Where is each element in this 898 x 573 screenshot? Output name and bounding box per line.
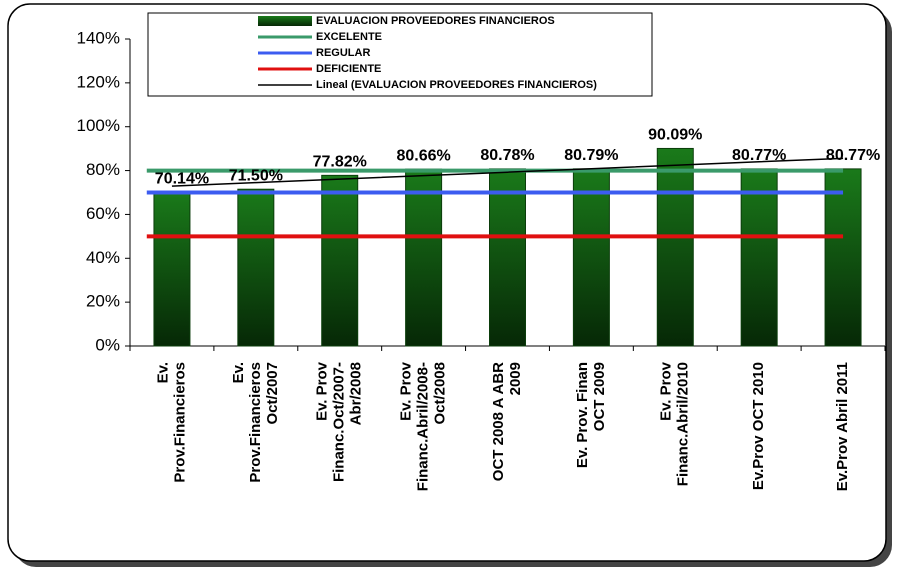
y-tick-label: 20% — [86, 292, 120, 311]
legend-label: Lineal (EVALUACION PROVEEDORES FINANCIER… — [316, 79, 597, 91]
bar — [237, 188, 275, 347]
data-label: 80.77% — [732, 147, 786, 164]
data-label: 71.50% — [229, 167, 283, 184]
legend-label: EXCELENTE — [316, 31, 382, 43]
x-tick-label: Ev. Prov. Finan OCT 2009 — [574, 362, 608, 468]
legend-label: REGULAR — [316, 47, 370, 59]
x-tick-label: Ev. Prov Financ.Abril/2010 — [658, 361, 692, 486]
line — [171, 157, 844, 187]
bar — [572, 168, 610, 347]
bar — [489, 168, 526, 347]
data-label: 77.82% — [313, 154, 367, 171]
x-tick-line: Oct/2007 — [264, 362, 281, 425]
x-tick-line: Ev.Prov Abril 2011 — [834, 362, 851, 491]
data-label: 80.78% — [480, 147, 534, 164]
bar — [321, 174, 359, 347]
x-tick-label: Ev. Prov Financ.Oct/2007- Abr/2008 — [314, 361, 365, 482]
x-tick-line: Financ.Abril/2008- — [415, 362, 432, 491]
data-label: 70.14% — [155, 170, 209, 187]
data-label: 90.09% — [648, 127, 702, 144]
bar — [153, 191, 191, 347]
x-tick-line: 2009 — [507, 362, 524, 395]
bar — [824, 168, 862, 347]
x-tick-label: Ev. Prov.Financieros Oct/2007 — [230, 362, 281, 483]
bar — [740, 168, 778, 347]
x-tick-line: OCT 2009 — [591, 362, 608, 431]
bar — [656, 147, 694, 347]
y-tick-label: 80% — [86, 160, 120, 179]
data-label: 80.79% — [564, 147, 618, 164]
x-tick-line: Prov.Financieros — [171, 362, 188, 483]
x-tick-line: Ev. — [230, 362, 247, 383]
y-tick-label: 120% — [77, 72, 120, 91]
x-tick-line: Abr/2008 — [348, 362, 365, 425]
x-tick-line: Oct/2008 — [432, 362, 449, 425]
y-tick-label: 0% — [95, 335, 120, 354]
bar — [405, 168, 443, 347]
x-tick-line: Ev. — [154, 362, 171, 383]
frame — [7, 3, 887, 562]
x-tick-line: Ev. Prov. Finan — [574, 362, 591, 468]
x-tick-line: Ev.Prov OCT 2010 — [750, 362, 767, 490]
y-tick-label: 60% — [86, 204, 120, 223]
x-tick-label: Ev.Prov OCT 2010 — [750, 362, 767, 490]
legend-label: DEFICIENTE — [316, 63, 381, 75]
x-tick-line: Ev. Prov — [398, 361, 415, 421]
x-tick-line: Ev. Prov — [314, 361, 331, 421]
data-label: 80.77% — [826, 147, 880, 164]
y-tick-label: 40% — [86, 248, 120, 267]
x-tick-line: Financ.Abril/2010 — [675, 362, 692, 486]
legend-box — [147, 12, 653, 97]
legend-swatch — [258, 16, 312, 26]
x-tick-line: OCT 2008 A ABR — [490, 362, 507, 481]
legend-label: EVALUACION PROVEEDORES FINANCIEROS — [316, 15, 555, 27]
data-label: 80.66% — [396, 147, 450, 164]
y-tick-label: 140% — [77, 28, 120, 47]
x-tick-label: Ev. Prov Financ.Abril/2008- Oct/2008 — [398, 361, 449, 491]
x-tick-line: Financ.Oct/2007- — [331, 362, 348, 482]
y-tick-label: 100% — [77, 116, 120, 135]
x-tick-line: Prov.Financieros — [247, 362, 264, 483]
x-tick-label: OCT 2008 A ABR 2009 — [490, 362, 524, 481]
x-tick-label: Ev. Prov.Financieros — [154, 362, 188, 483]
x-tick-line: Ev. Prov — [658, 361, 675, 421]
x-tick-label: Ev.Prov Abril 2011 — [834, 362, 851, 491]
